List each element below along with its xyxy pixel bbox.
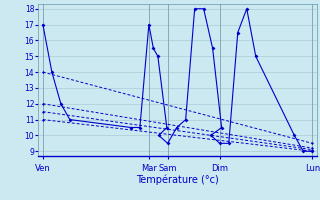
X-axis label: Température (°c): Température (°c): [136, 174, 219, 185]
